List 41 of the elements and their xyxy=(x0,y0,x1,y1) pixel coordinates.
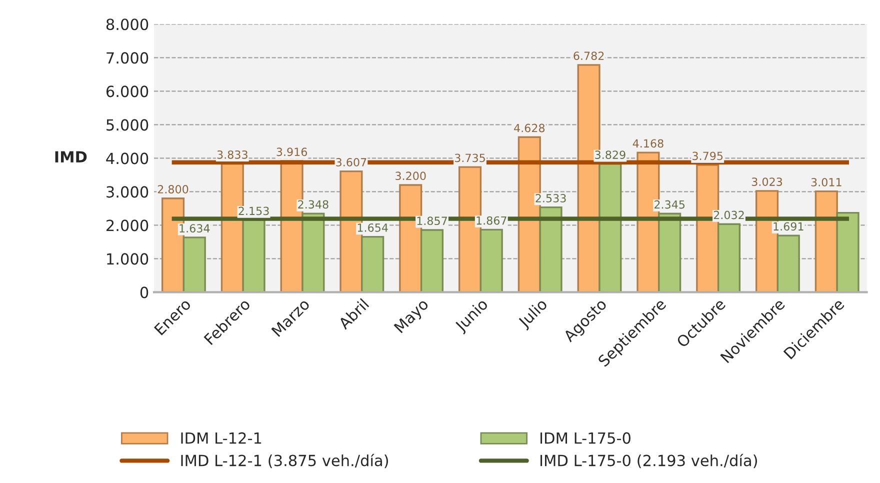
data-label: 4.168 xyxy=(632,139,664,148)
data-label: 3.735 xyxy=(454,154,485,162)
data-label: 1.857 xyxy=(417,216,447,226)
data-label: 1.634 xyxy=(180,224,210,233)
y-tick-label: 8.000 xyxy=(106,18,148,30)
data-label: 4.628 xyxy=(514,124,545,132)
data-label: 2.032 xyxy=(714,210,744,220)
data-label: 6.782 xyxy=(574,52,604,60)
y-axis-title: IMD xyxy=(55,151,87,162)
bar xyxy=(302,212,325,292)
y-tick-label: 6.000 xyxy=(106,86,148,98)
y-tick-label: 4.000 xyxy=(106,152,148,164)
data-label: 1.691 xyxy=(774,222,804,231)
data-label: 3.200 xyxy=(396,172,426,180)
bar xyxy=(658,212,682,292)
y-tick-label: 0 xyxy=(140,286,148,298)
data-label: 2.348 xyxy=(298,200,328,209)
legend-label: IMD L-12-1 (3.875 veh./día) xyxy=(181,454,388,468)
data-label: 3.023 xyxy=(752,178,782,186)
data-label: 3.829 xyxy=(595,150,626,159)
data-label: 2.345 xyxy=(654,200,685,209)
legend-label: IDM L-175-0 xyxy=(540,432,630,444)
y-tick-label: 5.000 xyxy=(106,119,148,131)
data-label: 1.867 xyxy=(476,216,506,225)
legend-label: IMD L-175-0 (2.193 veh./día) xyxy=(540,454,757,468)
data-label: 3.795 xyxy=(692,152,723,160)
y-tick-label: 7.000 xyxy=(106,52,148,64)
y-tick-label: 2.000 xyxy=(106,220,148,232)
data-label: 3.607 xyxy=(336,158,366,166)
data-label: 3.011 xyxy=(811,178,842,186)
data-label: 3.916 xyxy=(276,148,308,156)
data-label: 2.153 xyxy=(238,206,269,216)
y-tick-label: 1.000 xyxy=(107,253,148,265)
data-label: 2.800 xyxy=(158,185,188,194)
bar xyxy=(539,206,562,292)
bar xyxy=(836,212,860,292)
data-label: 1.654 xyxy=(358,223,388,232)
data-label: 2.533 xyxy=(536,194,566,202)
legend-label: IDM L-12-1 xyxy=(181,432,262,444)
data-label: 3.833 xyxy=(217,150,248,159)
y-tick-label: 3.000 xyxy=(106,186,148,198)
